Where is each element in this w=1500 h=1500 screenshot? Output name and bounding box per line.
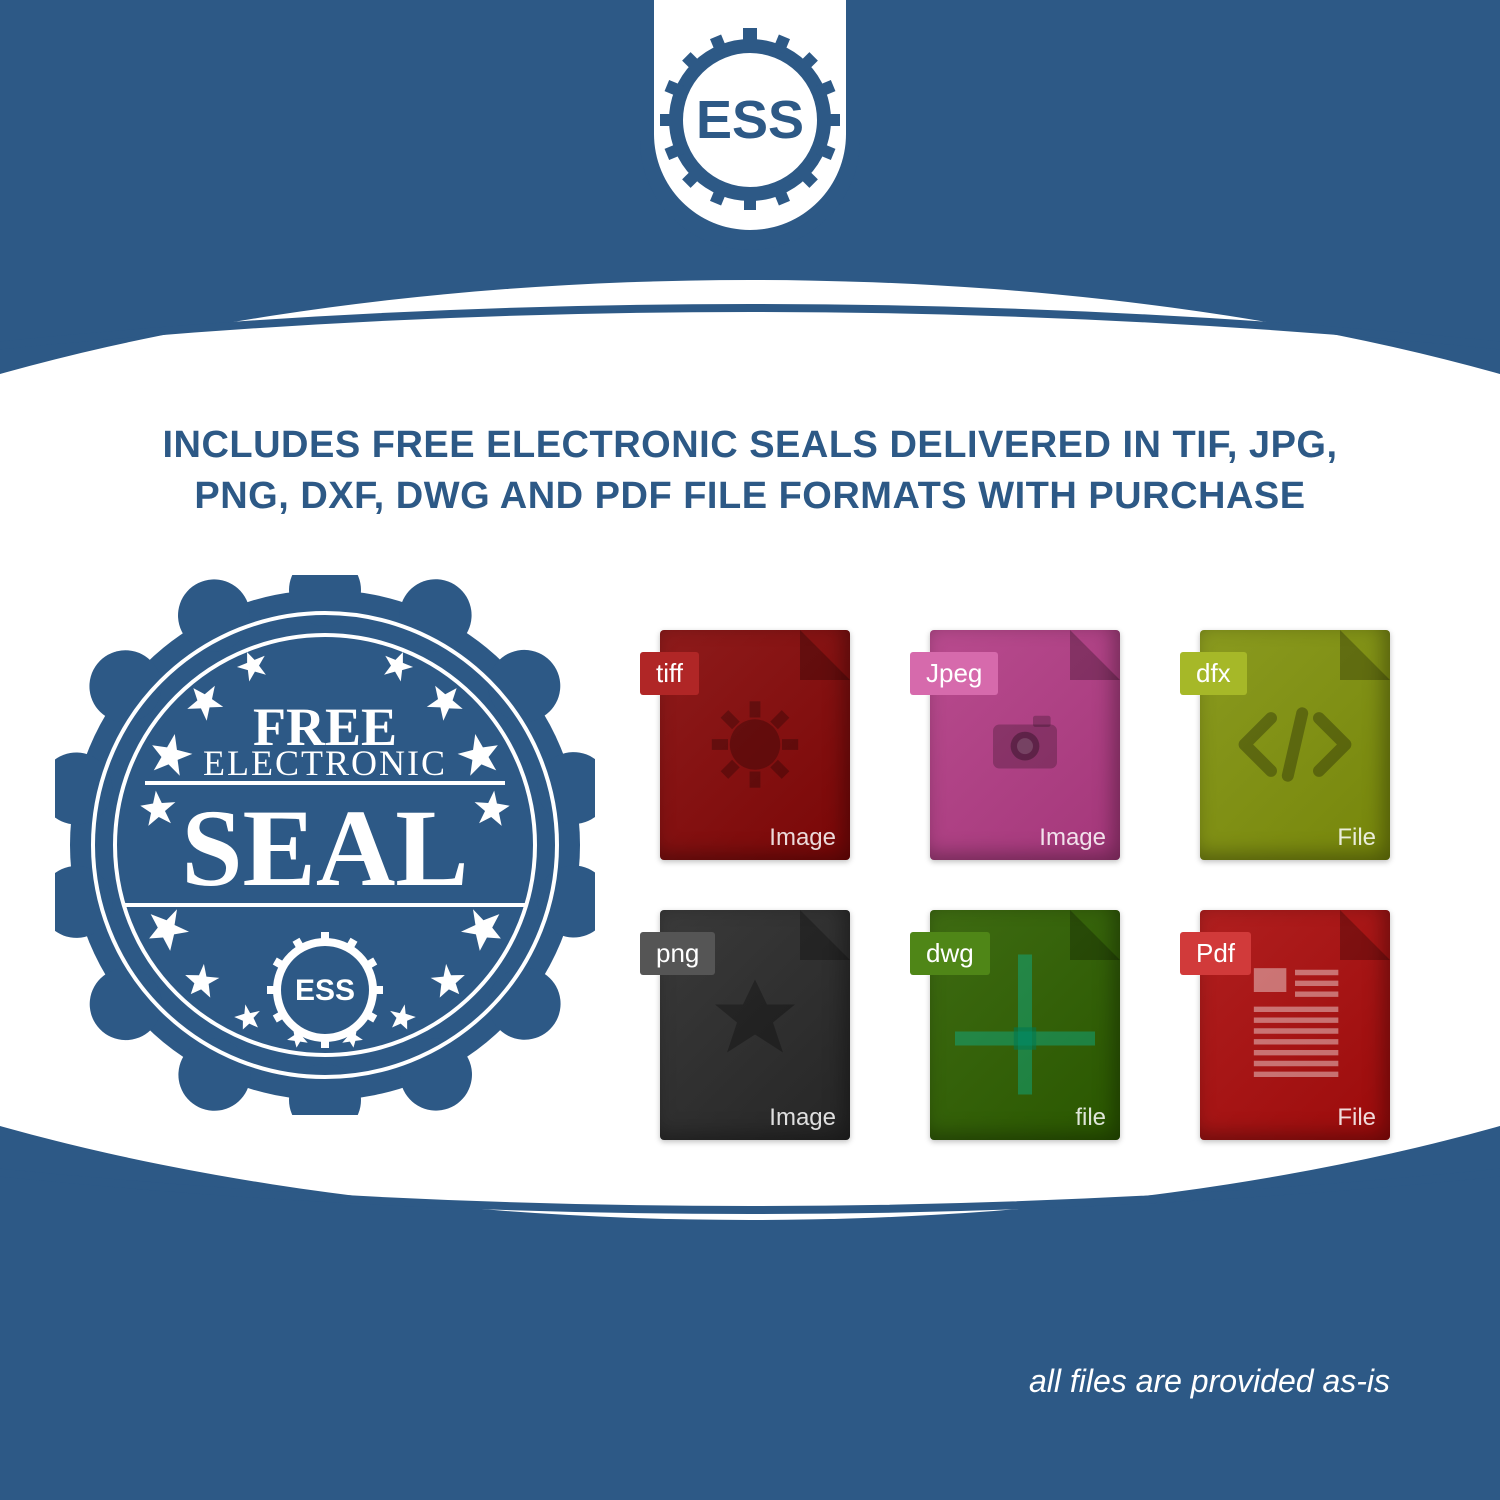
cross-icon [955,955,1095,1114]
footer-note: all files are provided as-is [1029,1363,1390,1400]
infographic-canvas: ESS INCLUDES FREE ELECTRONIC SEALS DELIV… [0,0,1500,1500]
free-electronic-seal-badge: FREE ELECTRONIC SEAL [55,575,595,1115]
seal-line2: ELECTRONIC [203,743,447,783]
burst-icon [705,975,805,1094]
file-format-label: png [640,932,715,975]
ess-logo-text: ESS [696,90,804,150]
file-icon-png: Image png [630,890,870,1140]
seal-line3: SEAL [181,787,468,909]
file-format-label: dfx [1180,652,1247,695]
file-format-label: tiff [640,652,699,695]
file-icon-jpeg: Image Jpeg [900,610,1140,860]
doc-icon [1240,960,1350,1109]
file-format-label: Jpeg [910,652,998,695]
gear-icon [710,700,800,809]
file-sub-label: File [1337,824,1376,852]
file-sub-label: Image [1039,824,1106,852]
headline-line1: INCLUDES FREE ELECTRONIC SEALS DELIVERED… [162,424,1337,466]
headline-text: INCLUDES FREE ELECTRONIC SEALS DELIVERED… [60,420,1440,523]
file-format-label: dwg [910,932,990,975]
file-sub-label: File [1337,1104,1376,1132]
file-sub-label: file [1075,1104,1106,1132]
seal-sublogo-text: ESS [295,974,355,1007]
file-sub-label: Image [769,1104,836,1132]
code-icon [1235,705,1355,804]
camera-icon [975,705,1075,804]
file-icon-dfx: File dfx [1170,610,1410,860]
file-icon-tiff: Image tiff [630,610,870,860]
file-icon-pdf: File Pdf [1170,890,1410,1140]
file-sub-label: Image [769,824,836,852]
file-format-grid: Image tiff Image Jpeg File dfx Image png… [630,610,1420,1150]
file-icon-dwg: file dwg [900,890,1140,1140]
headline-line2: PNG, DXF, DWG AND PDF FILE FORMATS WITH … [194,475,1305,517]
file-format-label: Pdf [1180,932,1251,975]
ess-logo: ESS [620,0,880,260]
